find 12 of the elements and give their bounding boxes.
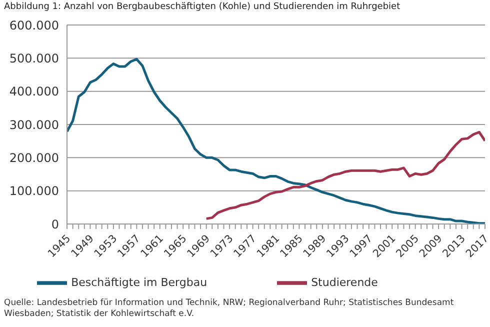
source-note: Quelle: Landesbetrieb für Information und Technik, NRW; Regionalverband Ruhr; Statistisches Bundesamt Wiesbaden; Statistik der Kohlewirtschaft e.V.: [4, 298, 455, 320]
y-tick-label: 100.000: [9, 184, 59, 198]
y-tick-label: 400.000: [9, 84, 59, 99]
legend-label: Studierende: [311, 276, 378, 290]
line-series: [205, 130, 485, 220]
y-tick-label: 0: [51, 217, 59, 232]
y-tick-label: 600.000: [9, 18, 59, 32]
y-tick-label: 200.000: [9, 150, 59, 165]
chart-title: Abbildung 1: Anzahl von Bergbaubeschäftigten (Kohle) und Studierenden im Ruhrgebiet: [4, 2, 400, 12]
y-tick-label: 500.000: [9, 51, 59, 66]
legend-label: Beschäftigte im Bergbau: [71, 276, 208, 290]
y-tick-label: 300.000: [9, 118, 59, 132]
